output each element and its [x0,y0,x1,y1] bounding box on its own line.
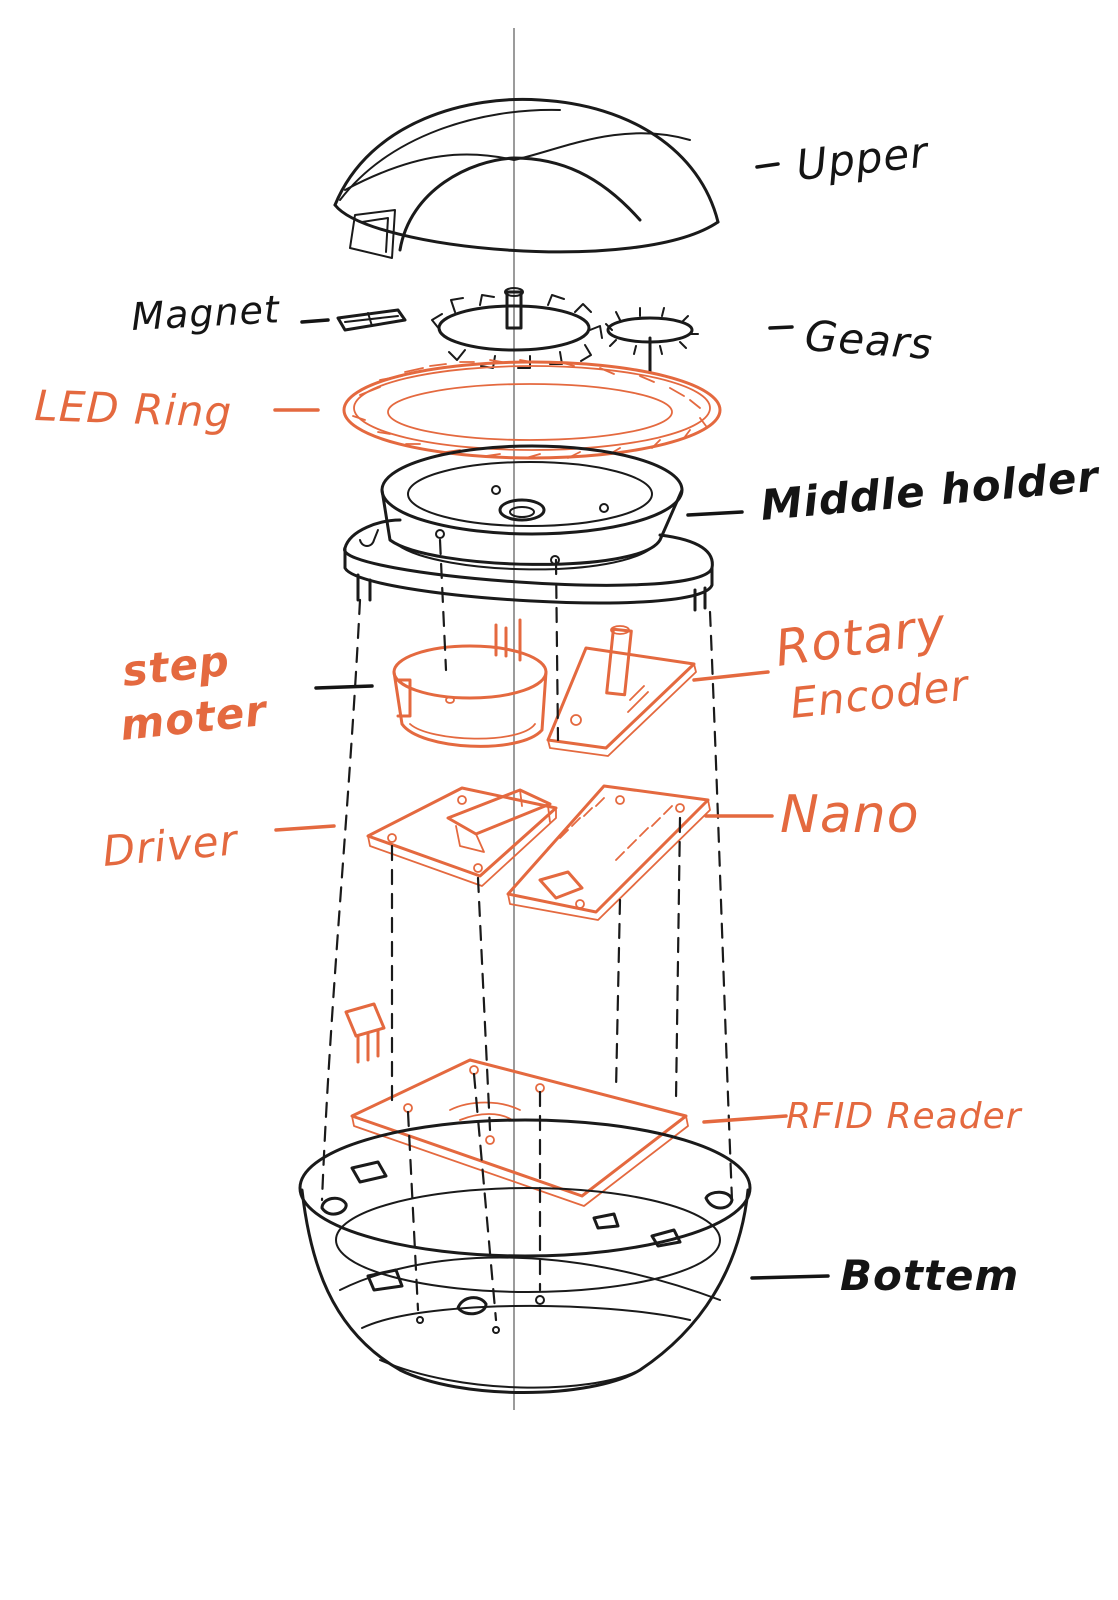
label-step-motor-line2: moter [118,686,270,750]
alignment-lines [320,538,734,1322]
label-bottom: Bottem [840,1251,1019,1300]
step-motor-part [392,618,548,748]
label-driver: Driver [101,815,242,876]
nano-board-part [506,784,711,921]
middle-holder-leader-line [686,510,744,517]
rfid-reader-part [344,1002,689,1207]
bottom-leader-line [750,1274,830,1280]
magnet-part [336,308,407,332]
upper-leader-line [755,162,780,169]
bottom-bowl-part [298,1118,752,1394]
label-upper: Upper [794,127,932,190]
label-led-ring: LED Ring [34,381,233,437]
driver-leader-line [274,824,336,832]
gears-part [431,287,699,374]
step-motor-leader-line [314,684,374,690]
label-magnet: Magnet [130,287,282,339]
led-ring-part [342,359,722,460]
label-step-motor-line1: step [120,636,232,696]
rfid-reader-leader-line [702,1114,788,1124]
middle-holder-part [343,444,714,612]
rotary-encoder-leader-line [692,670,770,682]
gears-leader-line [768,325,794,330]
label-rfid-reader: RFID Reader [786,1096,1023,1137]
label-gears: Gears [803,311,934,369]
magnet-leader-line [300,318,330,324]
label-nano: Nano [780,785,920,845]
upper-dome [333,97,720,259]
rotary-encoder-part [546,625,697,757]
driver-board-part [366,786,558,887]
label-middle-holder: Middle holder [759,451,1103,529]
